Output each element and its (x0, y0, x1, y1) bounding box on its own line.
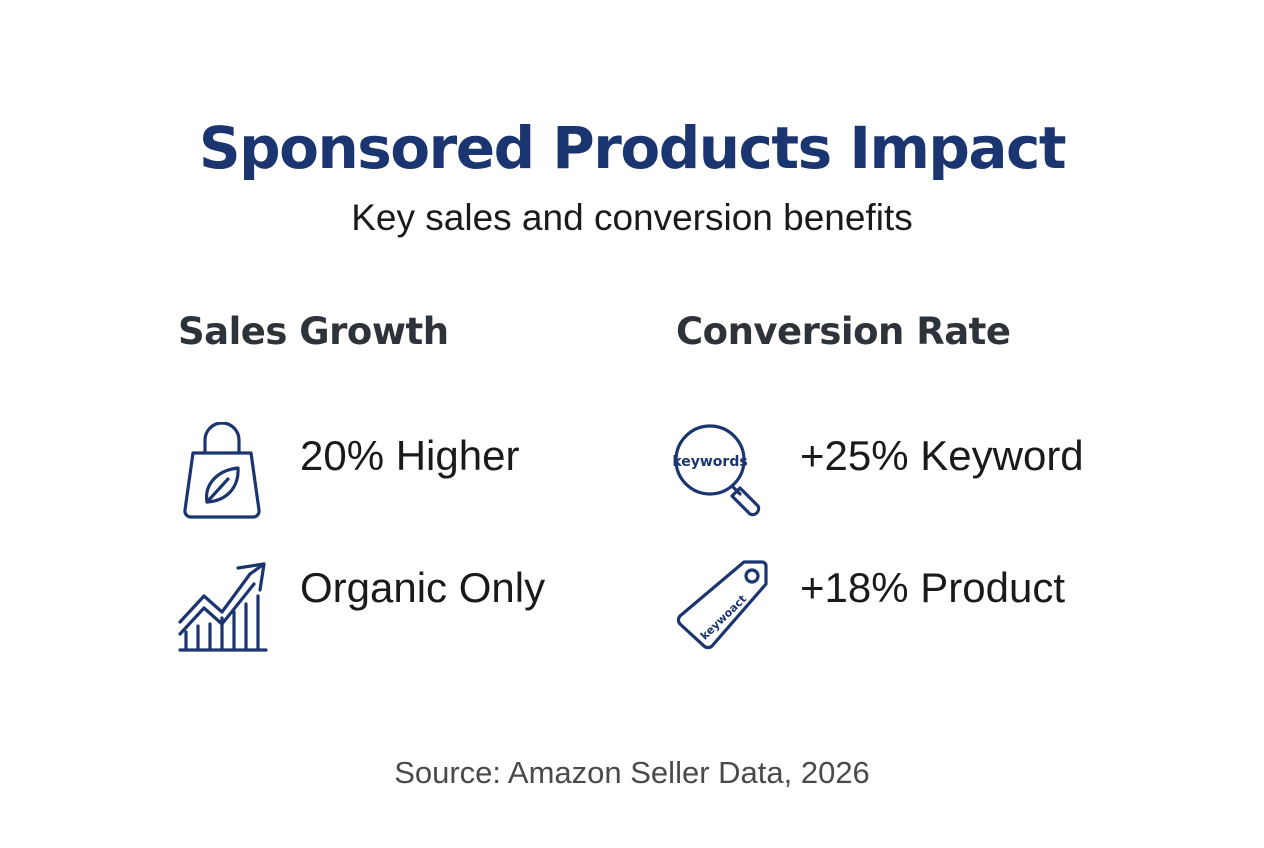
source-note: Source: Amazon Seller Data, 2026 (394, 755, 870, 790)
conversion-item-text-2: +18% Product (800, 564, 1066, 611)
keyword-tag-icon: keywoact (672, 558, 770, 654)
section-heading-conversion-rate: Conversion Rate (676, 310, 1011, 353)
shopping-bag-leaf-icon (178, 422, 266, 522)
growth-chart-icon (174, 560, 270, 656)
sales-item-text-2: Organic Only (300, 564, 546, 611)
sales-item-text-1: 20% Higher (300, 432, 520, 479)
page-title: Sponsored Products Impact (198, 114, 1067, 182)
keywords-icon-label: keywords (672, 454, 747, 470)
page-subtitle: Key sales and conversion benefits (351, 197, 913, 238)
keywords-magnifier-icon: keywords (670, 422, 770, 522)
conversion-item-text-1: +25% Keyword (800, 432, 1084, 479)
section-heading-sales-growth: Sales Growth (178, 310, 449, 353)
